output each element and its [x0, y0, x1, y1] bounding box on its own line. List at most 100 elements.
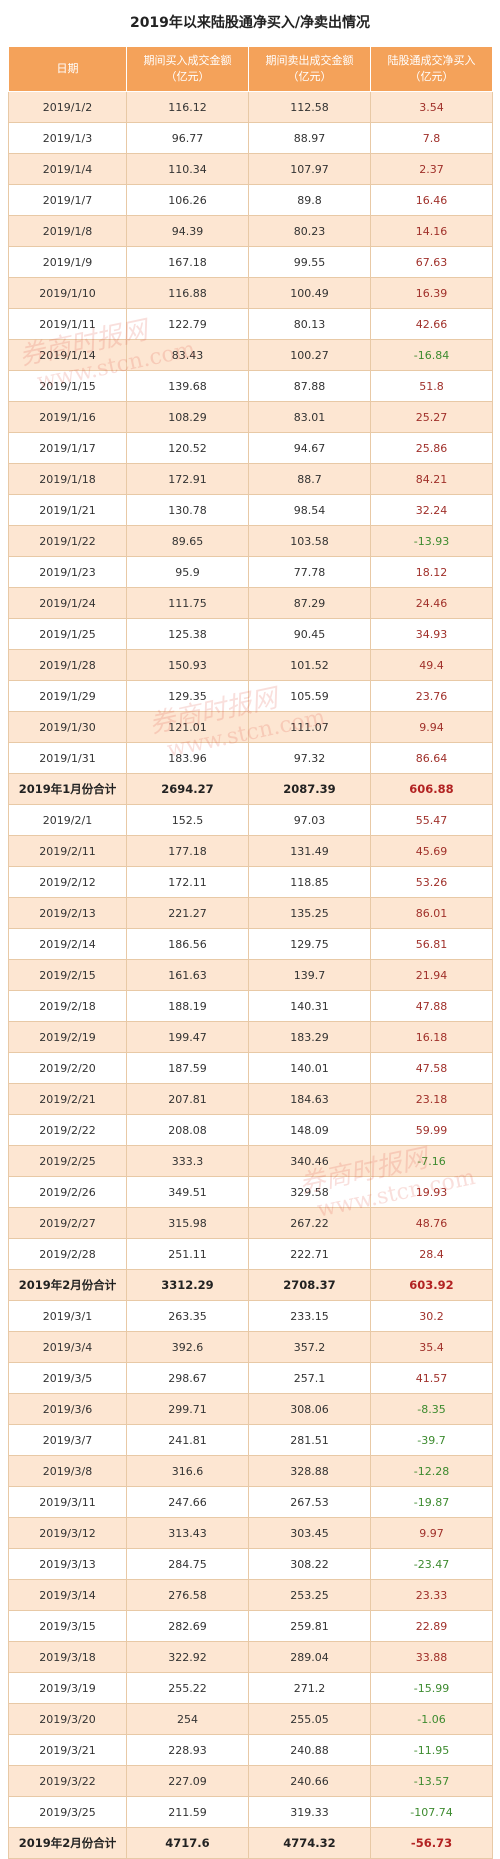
cell-date: 2019/2/13	[8, 897, 127, 929]
cell-sell-amount: 129.75	[248, 928, 371, 960]
cell-buy-amount: 120.52	[126, 432, 249, 464]
cell-sell-amount: 255.05	[248, 1703, 371, 1735]
cell-buy-amount: 316.6	[126, 1455, 249, 1487]
cell-net-buy: 606.88	[370, 773, 493, 805]
data-table: 日期 期间买入成交金额 （亿元） 期间卖出成交金额 （亿元） 陆股通成交净买入 …	[8, 46, 493, 1859]
cell-date: 2019/1/10	[8, 277, 127, 309]
cell-net-buy: 51.8	[370, 370, 493, 402]
cell-buy-amount: 263.35	[126, 1300, 249, 1332]
cell-net-buy: 86.01	[370, 897, 493, 929]
table-row: 2019/2/15 161.63 139.7 21.94	[8, 959, 493, 991]
cell-sell-amount: 184.63	[248, 1083, 371, 1115]
cell-buy-amount: 129.35	[126, 680, 249, 712]
cell-date: 2019/2/20	[8, 1052, 127, 1084]
cell-buy-amount: 254	[126, 1703, 249, 1735]
cell-date: 2019/3/5	[8, 1362, 127, 1394]
cell-sell-amount: 253.25	[248, 1579, 371, 1611]
cell-sell-amount: 100.27	[248, 339, 371, 371]
cell-date: 2019/2/11	[8, 835, 127, 867]
cell-net-buy: 47.88	[370, 990, 493, 1022]
table-row: 2019/2/18 188.19 140.31 47.88	[8, 990, 493, 1022]
cell-date: 2019/1/3	[8, 122, 127, 154]
header-buy-amount: 期间买入成交金额 （亿元）	[126, 46, 249, 92]
cell-net-buy: 23.18	[370, 1083, 493, 1115]
table-row: 2019/3/1 263.35 233.15 30.2	[8, 1300, 493, 1332]
cell-sell-amount: 118.85	[248, 866, 371, 898]
cell-net-buy: 7.8	[370, 122, 493, 154]
page-title: 2019年以来陆股通净买入/净卖出情况	[129, 15, 371, 31]
cell-sell-amount: 105.59	[248, 680, 371, 712]
cell-buy-amount: 111.75	[126, 587, 249, 619]
cell-date: 2019/1/28	[8, 649, 127, 681]
cell-sell-amount: 83.01	[248, 401, 371, 433]
table-row: 2019/1/14 83.43 100.27 -16.84	[8, 339, 493, 371]
cell-net-buy: 16.46	[370, 184, 493, 216]
cell-sell-amount: 2087.39	[248, 773, 371, 805]
cell-date: 2019/3/13	[8, 1548, 127, 1580]
table-total-row: 2019年1月份合计 2694.27 2087.39 606.88	[8, 773, 493, 805]
cell-date: 2019/2/26	[8, 1176, 127, 1208]
cell-sell-amount: 140.31	[248, 990, 371, 1022]
cell-buy-amount: 96.77	[126, 122, 249, 154]
cell-buy-amount: 298.67	[126, 1362, 249, 1394]
cell-buy-amount: 152.5	[126, 804, 249, 836]
cell-sell-amount: 328.88	[248, 1455, 371, 1487]
cell-sell-amount: 308.22	[248, 1548, 371, 1580]
cell-net-buy: 49.4	[370, 649, 493, 681]
table-row: 2019/3/14 276.58 253.25 23.33	[8, 1579, 493, 1611]
table-row: 2019/1/2 116.12 112.58 3.54	[8, 91, 493, 123]
cell-net-buy: 25.27	[370, 401, 493, 433]
cell-date: 2019/3/21	[8, 1734, 127, 1766]
table-row: 2019/3/4 392.6 357.2 35.4	[8, 1331, 493, 1363]
table-row: 2019/3/18 322.92 289.04 33.88	[8, 1641, 493, 1673]
cell-net-buy: -23.47	[370, 1548, 493, 1580]
cell-date: 2019/2/19	[8, 1021, 127, 1053]
cell-sell-amount: 94.67	[248, 432, 371, 464]
cell-date: 2019/2/18	[8, 990, 127, 1022]
cell-net-buy: 55.47	[370, 804, 493, 836]
table-row: 2019/2/26 349.51 329.58 19.93	[8, 1176, 493, 1208]
cell-buy-amount: 186.56	[126, 928, 249, 960]
cell-date: 2019/1/17	[8, 432, 127, 464]
cell-date: 2019/2/1	[8, 804, 127, 836]
cell-date: 2019/3/1	[8, 1300, 127, 1332]
table-total-row: 2019年2月份合计 3312.29 2708.37 603.92	[8, 1269, 493, 1301]
table-row: 2019/3/19 255.22 271.2 -15.99	[8, 1672, 493, 1704]
header-sell-amount: 期间卖出成交金额 （亿元）	[248, 46, 371, 92]
cell-buy-amount: 207.81	[126, 1083, 249, 1115]
cell-sell-amount: 139.7	[248, 959, 371, 991]
table-row: 2019/2/28 251.11 222.71 28.4	[8, 1238, 493, 1270]
cell-sell-amount: 303.45	[248, 1517, 371, 1549]
cell-buy-amount: 116.88	[126, 277, 249, 309]
cell-net-buy: 603.92	[370, 1269, 493, 1301]
cell-buy-amount: 161.63	[126, 959, 249, 991]
cell-net-buy: 3.54	[370, 91, 493, 123]
cell-date: 2019/1/22	[8, 525, 127, 557]
table-row: 2019/1/21 130.78 98.54 32.24	[8, 494, 493, 526]
cell-date: 2019/2/28	[8, 1238, 127, 1270]
cell-date: 2019/1/23	[8, 556, 127, 588]
cell-net-buy: -1.06	[370, 1703, 493, 1735]
cell-date: 2019/2/25	[8, 1145, 127, 1177]
cell-buy-amount: 130.78	[126, 494, 249, 526]
cell-net-buy: -13.57	[370, 1765, 493, 1797]
table-row: 2019/1/18 172.91 88.7 84.21	[8, 463, 493, 495]
cell-date: 2019/1/21	[8, 494, 127, 526]
cell-buy-amount: 227.09	[126, 1765, 249, 1797]
cell-buy-amount: 349.51	[126, 1176, 249, 1208]
table-row: 2019/2/27 315.98 267.22 48.76	[8, 1207, 493, 1239]
cell-net-buy: 84.21	[370, 463, 493, 495]
cell-sell-amount: 89.8	[248, 184, 371, 216]
cell-date: 2019/1/30	[8, 711, 127, 743]
cell-net-buy: 45.69	[370, 835, 493, 867]
cell-sell-amount: 87.88	[248, 370, 371, 402]
table-row: 2019/1/29 129.35 105.59 23.76	[8, 680, 493, 712]
cell-sell-amount: 233.15	[248, 1300, 371, 1332]
cell-buy-amount: 211.59	[126, 1796, 249, 1828]
cell-sell-amount: 80.23	[248, 215, 371, 247]
table-total-row: 2019年2月份合计 4717.6 4774.32 -56.73	[8, 1827, 493, 1859]
cell-buy-amount: 255.22	[126, 1672, 249, 1704]
cell-buy-amount: 95.9	[126, 556, 249, 588]
cell-date: 2019/1/18	[8, 463, 127, 495]
cell-sell-amount: 271.2	[248, 1672, 371, 1704]
